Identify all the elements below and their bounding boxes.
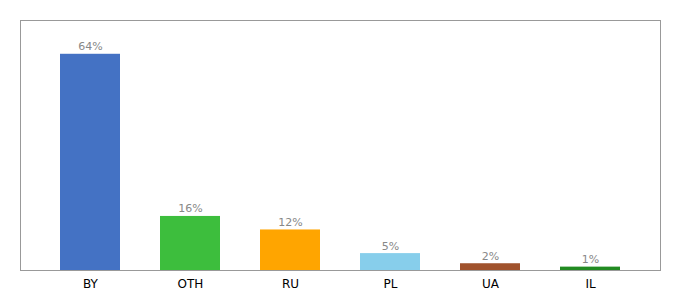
svg-text:RU: RU <box>282 277 299 291</box>
svg-text:IL: IL <box>585 277 596 291</box>
svg-text:PL: PL <box>384 277 398 291</box>
svg-text:16%: 16% <box>178 202 202 215</box>
svg-text:5%: 5% <box>382 240 399 253</box>
svg-text:UA: UA <box>482 277 500 291</box>
svg-text:2%: 2% <box>482 250 499 263</box>
svg-text:1%: 1% <box>582 253 599 266</box>
svg-text:OTH: OTH <box>178 277 204 291</box>
svg-text:BY: BY <box>83 277 99 291</box>
svg-text:12%: 12% <box>278 216 302 229</box>
svg-text:64%: 64% <box>78 40 102 53</box>
